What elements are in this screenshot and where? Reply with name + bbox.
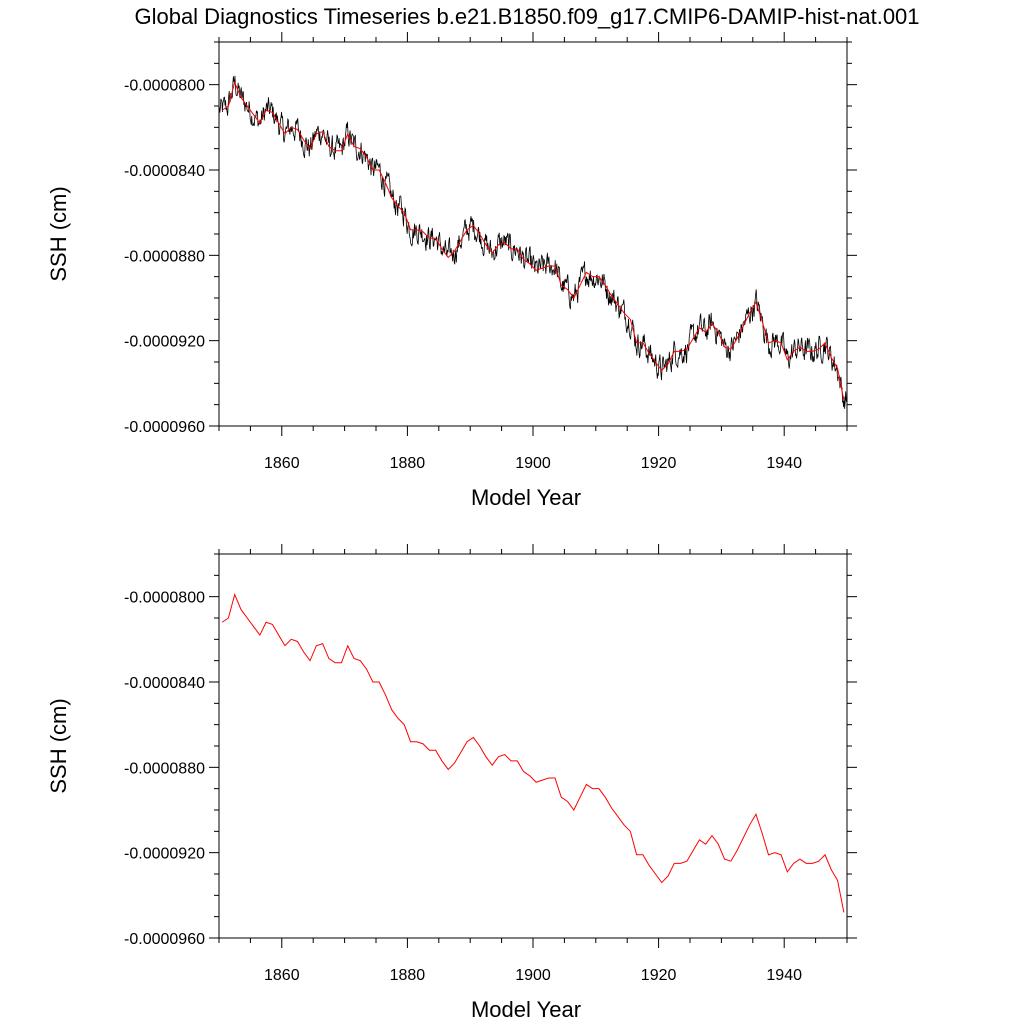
bottom-x-tick-label: 1920 [641,967,677,984]
top-x-tick-label: 1860 [264,455,300,472]
top-y-tick-label: -0.0000840 [124,163,205,180]
top-monthly-series-line [219,75,847,409]
top-x-tick-label: 1900 [515,455,551,472]
top-plot-frame [218,41,848,427]
figure-title: Global Diagnostics Timeseries b.e21.B185… [134,4,919,29]
bottom-annual-series-line [221,592,845,913]
bottom-x-axis-label: Model Year [471,997,581,1022]
top-y-tick-label: -0.0000880 [124,248,205,265]
bottom-y-tick-label: -0.0000880 [124,760,205,777]
top-y-tick-label: -0.0000800 [124,78,205,95]
bottom-plot-frame [218,553,848,939]
bottom-ticks: 1860 1880 1900 1920 1940 -0.0000960 -0.0000920… [124,544,857,984]
bottom-y-tick-label: -0.0000800 [124,590,205,607]
top-x-tick-label: 1880 [390,455,426,472]
bottom-y-tick-label: -0.0000960 [124,931,205,948]
bottom-x-tick-label: 1940 [766,967,802,984]
bottom-y-axis-label: SSH (cm) [46,698,71,793]
bottom-x-tick-label: 1860 [264,967,300,984]
top-ticks: 1860 1880 1900 1920 1940 -0.0000960 -0.0000920… [124,32,857,472]
top-y-axis-label: SSH (cm) [46,186,71,281]
top-plot-area [219,75,847,409]
bottom-x-tick-label: 1880 [390,967,426,984]
top-panel: 1860 1880 1900 1920 1940 -0.0000960 -0.0000920… [46,32,857,510]
top-x-tick-label: 1940 [766,455,802,472]
top-x-axis-label: Model Year [471,485,581,510]
bottom-y-tick-label: -0.0000920 [124,846,205,863]
bottom-x-tick-label: 1900 [515,967,551,984]
top-annual-series-line [221,80,845,401]
bottom-y-tick-label: -0.0000840 [124,675,205,692]
top-x-tick-label: 1920 [641,455,677,472]
top-y-tick-label: -0.0000960 [124,419,205,436]
top-y-tick-label: -0.0000920 [124,334,205,351]
bottom-plot-area [221,592,845,913]
bottom-panel: 1860 1880 1900 1920 1940 -0.0000960 -0.0000920… [46,544,857,1022]
